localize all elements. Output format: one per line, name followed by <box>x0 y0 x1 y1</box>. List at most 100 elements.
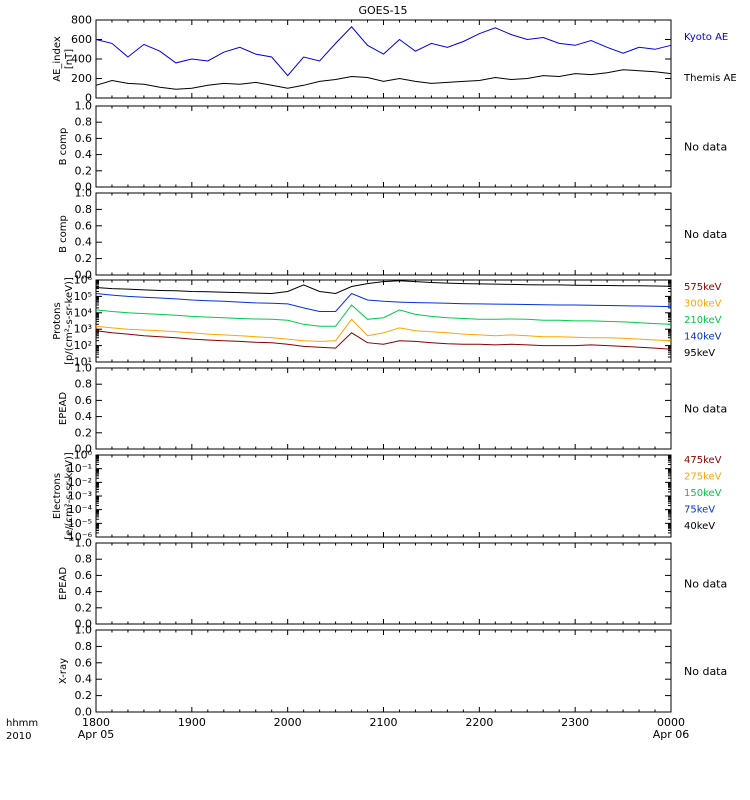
panel-6: 0.0 0.2 0.4 0.6 0.8 1.0 EPEAD No data <box>58 537 727 631</box>
y-tick-label: 10⁻⁶ <box>68 531 93 544</box>
y-tick-label: 10⁻⁴ <box>68 503 93 516</box>
y-axis-label: Protons <box>52 302 63 339</box>
series-proton-300keV <box>95 318 672 342</box>
no-data-label: No data <box>684 665 727 678</box>
y-tick-label: 0.6 <box>75 656 93 669</box>
y-tick-label: 0.4 <box>75 585 93 598</box>
y-tick-label: 10¹ <box>74 356 92 369</box>
y-tick-label: 0.6 <box>75 394 93 407</box>
chart-title: GOES-15 <box>358 4 407 17</box>
y-tick-label: 0.2 <box>75 601 93 614</box>
y-tick-label: 1.0 <box>75 187 93 200</box>
y-tick-label: 0.0 <box>75 706 93 719</box>
y-tick-label: 0.2 <box>75 689 93 702</box>
legend-proton-1: 300keV <box>684 299 722 310</box>
y-tick-label: 1.0 <box>75 100 93 113</box>
y-tick-label: 0.8 <box>75 553 93 566</box>
y-axis-label: [p/(cm²-s-sr-keV)] <box>64 277 75 365</box>
y-tick-label: 0.8 <box>75 116 93 129</box>
y-tick-label: 0.8 <box>75 378 93 391</box>
series-kyoto-ae <box>95 26 672 77</box>
y-tick-label: 1.0 <box>75 624 93 637</box>
y-tick-label: 0.0 <box>75 618 93 631</box>
y-tick-label: 600 <box>71 33 92 46</box>
y-tick-label: 0.0 <box>75 443 93 456</box>
y-tick-label: 10⁻¹ <box>68 462 92 475</box>
y-axis-label: Electrons <box>52 473 63 519</box>
legend-proton-4: 95keV <box>684 348 715 359</box>
y-axis-label: B comp <box>58 128 69 166</box>
legend-proton-0: 575keV <box>684 282 722 293</box>
y-tick-label: 10³ <box>74 323 92 336</box>
y-tick-label: 1.0 <box>75 537 93 550</box>
y-tick-label: 0 <box>85 92 92 105</box>
panel-frame <box>95 542 672 625</box>
y-tick-label: 10⁰ <box>74 449 93 462</box>
legend-electron-1: 275keV <box>684 472 722 483</box>
y-tick-label: 0.4 <box>75 673 93 686</box>
y-tick-label: 200 <box>71 72 92 85</box>
y-tick-label: 0.6 <box>75 219 93 232</box>
y-tick-label: 10² <box>74 339 92 352</box>
series-proton-575keV <box>95 330 672 350</box>
panel-4: 0.0 0.2 0.4 0.6 0.8 1.0 EPEAD No data <box>58 362 727 456</box>
y-tick-label: 10⁻³ <box>68 490 92 503</box>
legend-electron-4: 40keV <box>684 521 715 532</box>
x-tick-label: 1800 <box>82 716 110 729</box>
y-tick-label: 0.4 <box>75 410 93 423</box>
legend-electron-0: 475keV <box>684 455 722 466</box>
y-tick-label: 0.4 <box>75 236 93 249</box>
legend-electron-2: 150keV <box>684 488 722 499</box>
panel-frame <box>95 19 672 99</box>
y-tick-label: 0.6 <box>75 569 93 582</box>
y-tick-label: 0.0 <box>75 181 93 194</box>
series-themis-ae <box>95 69 672 90</box>
time-axis-corner-top: hhmm <box>6 718 38 729</box>
y-tick-label: 0.8 <box>75 203 93 216</box>
panel-1: 0.0 0.2 0.4 0.6 0.8 1.0 B comp No data <box>58 100 727 194</box>
y-axis-label: [e/(cm²-s-sr-keV)] <box>64 452 75 540</box>
x-tick-label: 2100 <box>370 716 398 729</box>
time-axis-corner-bottom: 2010 <box>6 731 31 742</box>
no-data-label: No data <box>684 403 727 416</box>
legend-ae-1: Themis AE <box>683 73 737 84</box>
y-tick-label: 10⁻² <box>68 476 92 489</box>
y-tick-label: 10⁴ <box>74 306 93 319</box>
panel-frame <box>95 192 672 276</box>
x-tick-label: 2300 <box>561 716 589 729</box>
y-axis-label: X-ray <box>58 658 69 684</box>
panel-frame <box>95 105 672 188</box>
y-axis-label: EPEAD <box>58 392 69 426</box>
y-tick-label: 0.2 <box>75 164 93 177</box>
panel-0: 0 200 400 600 800 AE_index [nT] <box>52 14 672 105</box>
y-tick-label: 10⁶ <box>74 274 93 287</box>
y-tick-label: 400 <box>71 53 92 66</box>
panel-2: 0.0 0.2 0.4 0.6 0.8 1.0 B comp No data <box>58 187 727 282</box>
legend-electron-3: 75keV <box>684 505 715 516</box>
y-tick-label: 0.8 <box>75 640 93 653</box>
y-tick-label: 10⁵ <box>74 290 92 303</box>
no-data-label: No data <box>684 141 727 154</box>
y-tick-label: 800 <box>71 14 92 27</box>
legend-ae-0: Kyoto AE <box>684 32 728 43</box>
panel-frame <box>95 454 672 538</box>
y-axis-label: AE_index <box>52 36 63 82</box>
panel-frame <box>95 629 672 713</box>
y-tick-label: 0.0 <box>75 269 93 282</box>
panel-3: 10¹ 10² 10³ 10⁴ 10⁵ 10⁶ Protons [p/(cm²-s-sr-ke… <box>52 274 672 369</box>
x-tick-sublabel: Apr 06 <box>653 728 690 741</box>
x-tick-label: 0000 <box>657 716 685 729</box>
y-tick-label: 0.2 <box>75 252 93 265</box>
y-tick-label: 0.4 <box>75 148 93 161</box>
series-proton-140keV <box>95 292 672 312</box>
series-proton-210keV <box>95 304 672 327</box>
y-axis-label: [nT] <box>64 49 75 69</box>
legend-proton-2: 210keV <box>684 315 722 326</box>
x-tick-label: 1900 <box>178 716 206 729</box>
y-tick-label: 10⁻⁵ <box>68 517 92 530</box>
no-data-label: No data <box>684 578 727 591</box>
y-tick-label: 1.0 <box>75 362 93 375</box>
legend-proton-3: 140keV <box>684 332 722 343</box>
